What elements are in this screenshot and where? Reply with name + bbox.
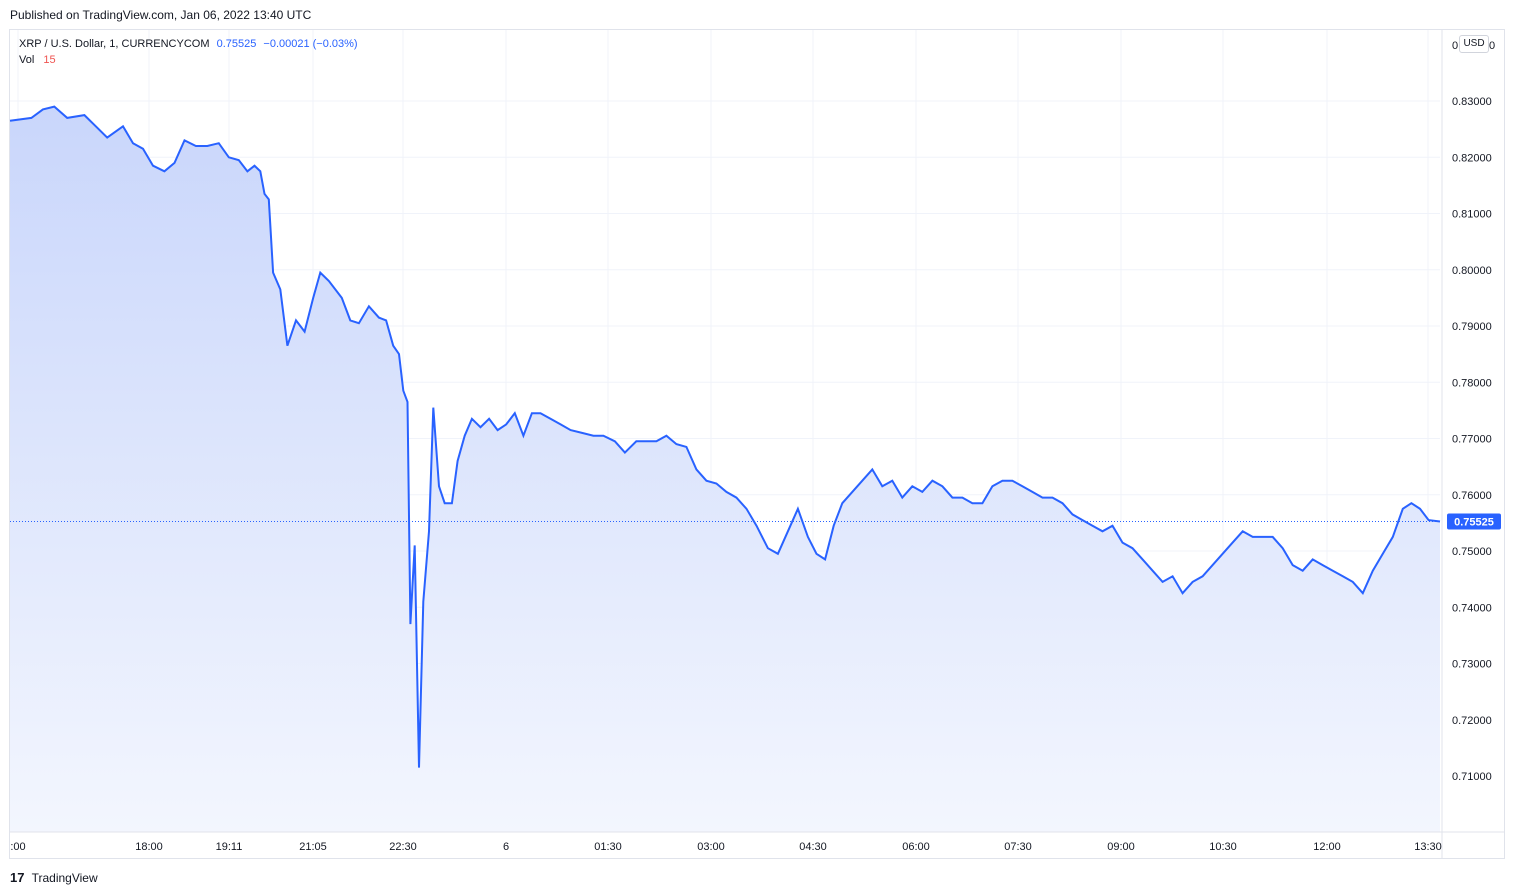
chart-frame <box>9 29 1505 859</box>
y-tick-label: 0 <box>1489 40 1495 52</box>
x-tick-label: 07:30 <box>1004 841 1032 853</box>
symbol-title[interactable]: XRP / U.S. Dollar, 1, CURRENCYCOM <box>19 38 210 50</box>
y-tick-label: 0.74000 <box>1452 602 1492 614</box>
y-tick-label: 0.79000 <box>1452 321 1492 333</box>
x-tick-label: 10:30 <box>1209 841 1237 853</box>
y-tick-label: 0.73000 <box>1452 659 1492 671</box>
last-price-label: 0.75525 <box>1454 516 1494 528</box>
y-tick-label: 0.78000 <box>1452 377 1492 389</box>
x-tick-label: 04:30 <box>799 841 827 853</box>
brand-name: TradingView <box>31 871 98 885</box>
y-tick-label: 0.71000 <box>1452 771 1492 783</box>
last-price-badge <box>1447 513 1501 530</box>
x-tick-label: 06:00 <box>902 841 930 853</box>
legend-change: −0.00021 (−0.03%) <box>263 38 358 50</box>
currency-button[interactable]: USD <box>1459 35 1489 53</box>
x-tick-label: 22:30 <box>389 841 417 853</box>
x-tick-label: 19:11 <box>216 841 243 853</box>
x-tick-label: 21:05 <box>299 841 327 853</box>
published-caption: Published on TradingView.com, Jan 06, 20… <box>10 8 312 22</box>
x-tick-label: 6 <box>503 841 509 853</box>
volume-label[interactable]: Vol <box>19 54 35 66</box>
y-tick-label: 0.82000 <box>1452 152 1492 164</box>
y-tick-label: 0.75000 <box>1452 546 1492 558</box>
y-tick-label: 0.81000 <box>1452 209 1492 221</box>
tradingview-footer[interactable]: 17 TradingView <box>10 870 98 885</box>
y-tick-label: 0.77000 <box>1452 434 1492 446</box>
price-area <box>10 106 1440 833</box>
tradingview-logo-icon: 17 <box>10 870 25 885</box>
y-tick-label: 0.80000 <box>1452 265 1492 277</box>
y-tick-label: 0.83000 <box>1452 96 1492 108</box>
x-tick-label: 13:30 <box>1414 841 1442 853</box>
x-tick-label: 03:00 <box>697 841 725 853</box>
y-tick-label: 0 <box>1452 40 1458 52</box>
volume-value: 15 <box>43 54 56 66</box>
x-tick-label: 01:30 <box>594 841 622 853</box>
x-tick-label: 09:00 <box>1107 841 1135 853</box>
x-tick-label: 18:00 <box>135 841 163 853</box>
x-tick-label: 12:00 <box>1313 841 1341 853</box>
chart-legend: XRP / U.S. Dollar, 1, CURRENCYCOM 0.7552… <box>19 36 358 68</box>
price-line <box>9 105 1441 768</box>
y-tick-label: 0.72000 <box>1452 715 1492 727</box>
legend-price: 0.75525 <box>216 38 257 50</box>
y-tick-label: 0.76000 <box>1452 490 1492 502</box>
x-tick-label: :00 <box>10 841 25 853</box>
